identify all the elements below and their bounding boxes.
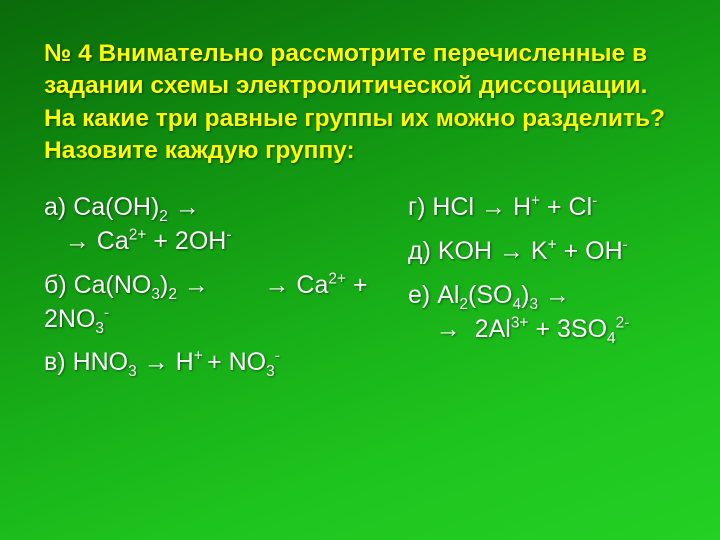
eq-label-e: е) <box>408 281 437 309</box>
eq-label-g: г) <box>408 193 432 221</box>
eq-formula-d: KOH → K+ + OH- <box>438 237 628 265</box>
equation-a: а) Ca(OH)2 → → Ca2+ + 2OH- <box>44 191 404 259</box>
equation-b: б) Ca(NO3)2 → → Ca2+ + 2NO3- <box>44 269 404 337</box>
eq-label-v: в) <box>44 348 73 376</box>
eq-formula-v: HNO3 → H+ + NO3- <box>73 348 280 376</box>
equation-d: д) KOH → K+ + OH- <box>408 235 676 269</box>
eq-formula-a: Ca(OH)2 → → Ca2+ + 2OH- <box>44 193 232 255</box>
equation-g: г) HCl → H+ + Cl- <box>408 191 676 225</box>
slide: № 4 Внимательно рассмотрите перечисленны… <box>0 0 720 390</box>
eq-label-d: д) <box>408 237 438 265</box>
right-column: г) HCl → H+ + Cl- д) KOH → K+ + OH- е) A… <box>408 191 676 390</box>
eq-formula-g: HCl → H+ + Cl- <box>432 193 597 221</box>
task-title: № 4 Внимательно рассмотрите перечисленны… <box>44 38 676 167</box>
eq-label-a: а) <box>44 193 73 221</box>
left-column: а) Ca(OH)2 → → Ca2+ + 2OH- б) Ca(NO3)2 →… <box>44 191 404 390</box>
equation-v: в) HNO3 → H+ + NO3- <box>44 346 404 380</box>
eq-formula-b: Ca(NO3)2 → → Ca2+ + 2NO3- <box>44 271 368 333</box>
equation-columns: а) Ca(OH)2 → → Ca2+ + 2OH- б) Ca(NO3)2 →… <box>44 191 676 390</box>
eq-label-b: б) <box>44 271 74 299</box>
eq-formula-e: Al2(SO4)3 → → 2Al3+ + 3SO42- <box>408 281 629 343</box>
equation-e: е) Al2(SO4)3 → → 2Al3+ + 3SO42- <box>408 279 676 347</box>
